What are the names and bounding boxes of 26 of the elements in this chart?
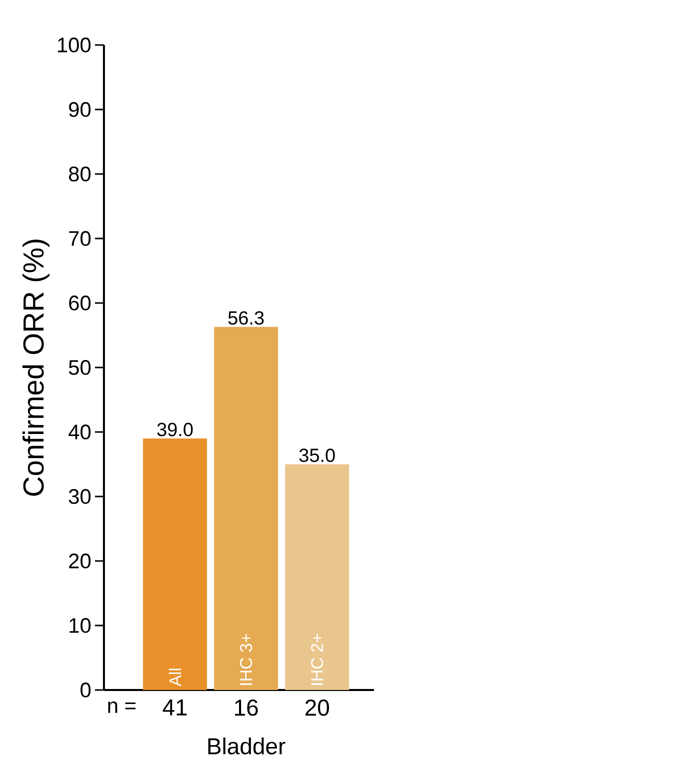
data-label: 39.0 (157, 422, 193, 436)
y-axis-title: Confirmed ORR (%) (22, 240, 50, 496)
x-axis-title: Bladder (208, 738, 286, 754)
y-tick-label: 30 (68, 489, 91, 504)
data-label: 56.3 (228, 311, 264, 325)
bar (214, 326, 278, 690)
data-label: 35.0 (299, 448, 335, 462)
bar (143, 438, 207, 690)
text: 16 (235, 700, 258, 716)
text: 20 (305, 700, 329, 716)
y-tick-label: 20 (69, 554, 91, 568)
x-tick-label: IHC 3+ (240, 634, 252, 685)
y-tick-label: 70 (69, 231, 91, 246)
y-tick-label: 0 (80, 682, 91, 698)
y-tick-label: 100 (58, 38, 91, 52)
y-tick-label: 40 (68, 424, 91, 440)
y-tick-label: 60 (69, 296, 91, 310)
x-tick-label: IHC 2+ (311, 634, 324, 685)
y-tick-label: 90 (69, 102, 91, 117)
y-tick-label: 50 (68, 360, 91, 375)
text: n = (108, 702, 136, 713)
y-tick-label: 10 (70, 618, 91, 633)
text: 41 (162, 700, 187, 716)
y-tick-label: 80 (68, 166, 91, 182)
x-tick-label: All (168, 668, 182, 686)
bar (285, 464, 350, 690)
